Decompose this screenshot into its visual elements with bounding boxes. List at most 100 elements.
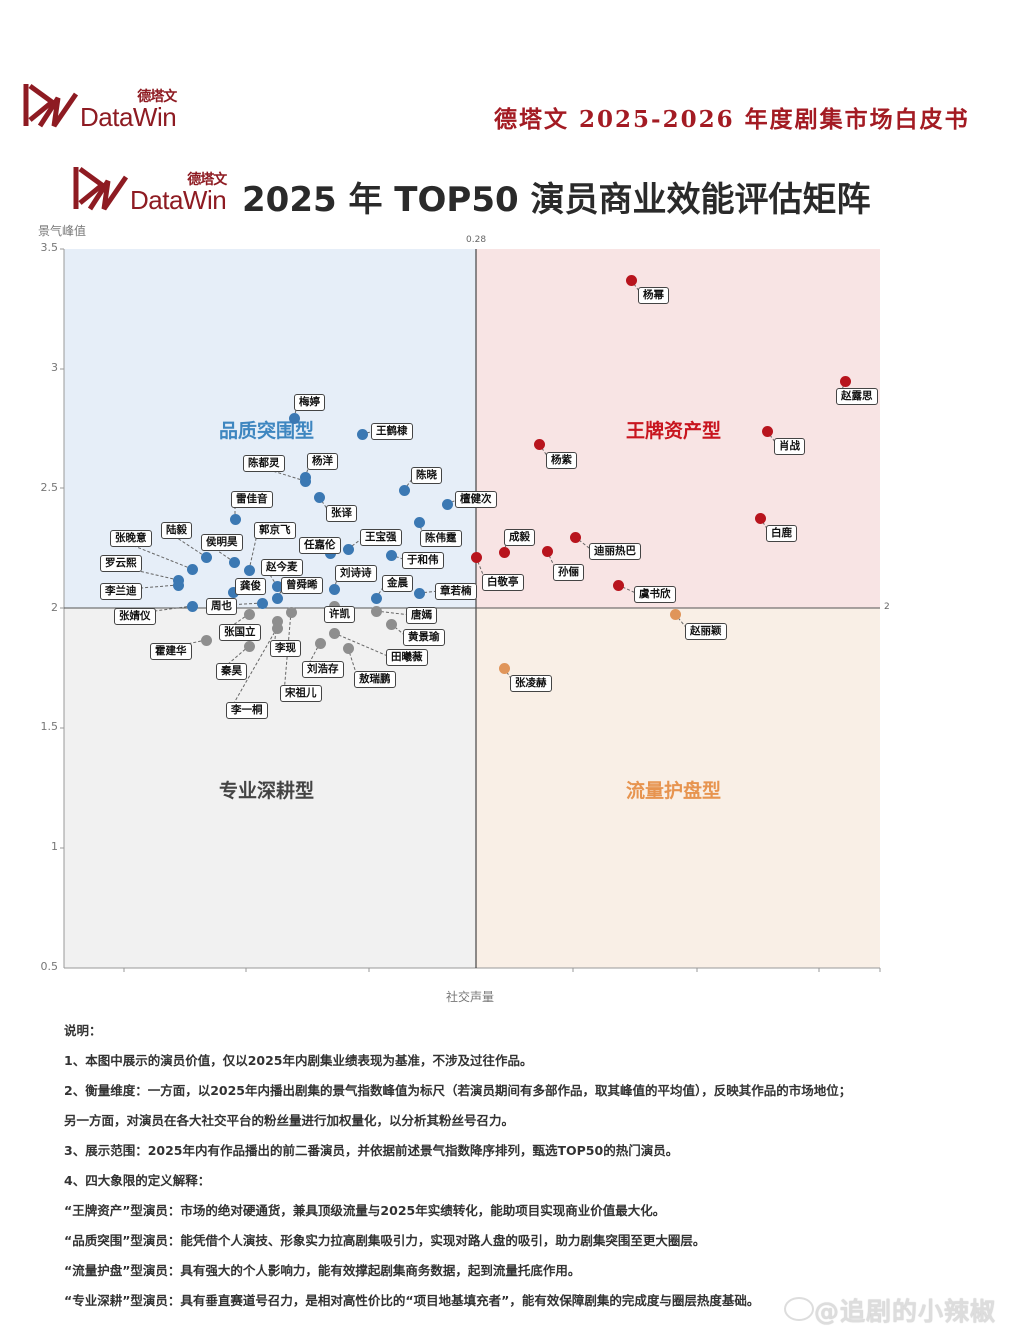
data-point[interactable] bbox=[243, 608, 255, 620]
data-point[interactable] bbox=[243, 640, 255, 652]
data-point[interactable] bbox=[839, 375, 851, 387]
data-point[interactable] bbox=[299, 471, 311, 483]
data-point[interactable] bbox=[356, 428, 368, 440]
data-point[interactable] bbox=[186, 563, 198, 575]
quadrant-title: 流量护盘型 bbox=[626, 780, 722, 802]
data-point[interactable] bbox=[256, 597, 268, 609]
data-point[interactable] bbox=[385, 618, 397, 630]
quadrant-title: 专业深耕型 bbox=[219, 780, 315, 802]
y-tick-label: 1 bbox=[51, 840, 58, 854]
data-point[interactable] bbox=[398, 484, 410, 496]
point-label: 于和伟 bbox=[402, 552, 444, 569]
point-label: 李一桐 bbox=[226, 702, 268, 719]
data-point[interactable] bbox=[541, 545, 553, 557]
point-label: 黄景瑜 bbox=[403, 629, 445, 646]
data-point[interactable] bbox=[271, 622, 283, 634]
point-label: 罗云熙 bbox=[100, 555, 142, 572]
data-point[interactable] bbox=[200, 634, 212, 646]
point-label: 宋祖儿 bbox=[280, 685, 322, 702]
y-tick-label: 1.5 bbox=[40, 720, 59, 734]
point-label: 陈都灵 bbox=[243, 455, 285, 472]
notes-line: 1、本图中展示的演员价值，仅以2025年内剧集业绩表现为基准，不涉及过往作品。 bbox=[64, 1053, 533, 1068]
scatter-plot: 0.5 1 1.5 2 2.5 3 3.5 品质突围型 王牌资产型 专业深耕型 流量护盘型 杨幂赵… bbox=[40, 241, 881, 973]
data-point[interactable] bbox=[370, 592, 382, 604]
point-label: 霍建华 bbox=[150, 643, 192, 660]
data-point[interactable] bbox=[324, 547, 336, 559]
data-point[interactable] bbox=[186, 600, 198, 612]
datawin-logo-icon bbox=[73, 166, 128, 211]
datawin-title-logo: 德塔文 DataWin bbox=[72, 163, 227, 213]
chart-axes bbox=[60, 248, 881, 972]
y-divider-label: 2 bbox=[884, 602, 890, 612]
data-point[interactable] bbox=[314, 637, 326, 649]
x-divider-label: 0.28 bbox=[466, 235, 487, 245]
data-point[interactable] bbox=[313, 491, 325, 503]
data-point[interactable] bbox=[498, 546, 510, 558]
chart-title: 2025 年 TOP50 演员商业效能评估矩阵 bbox=[242, 180, 871, 220]
point-label: 刘诗诗 bbox=[335, 565, 377, 582]
data-point[interactable] bbox=[498, 662, 510, 674]
notes-line: “王牌资产”型演员：市场的绝对硬通货，兼具顶级流量与2025年实绩转化，能助项目… bbox=[64, 1203, 666, 1218]
point-label: 王宝强 bbox=[360, 529, 402, 546]
point-label: 李现 bbox=[270, 640, 301, 657]
point-label: 杨幂 bbox=[638, 287, 669, 304]
data-point[interactable] bbox=[413, 516, 425, 528]
point-label: 郭京飞 bbox=[254, 522, 296, 539]
point-label: 敖瑞鹏 bbox=[354, 671, 396, 688]
notes-heading: 说明： bbox=[64, 1023, 102, 1038]
data-point[interactable] bbox=[299, 475, 311, 487]
data-point[interactable] bbox=[172, 574, 184, 586]
data-point[interactable] bbox=[271, 615, 283, 627]
weibo-icon bbox=[784, 1297, 814, 1321]
point-label: 侯明昊 bbox=[201, 534, 243, 551]
whitepaper-title: 德塔文 2025-2026 年度剧集市场白皮书 bbox=[494, 106, 970, 133]
data-point[interactable] bbox=[385, 549, 397, 561]
data-point[interactable] bbox=[370, 605, 382, 617]
data-point[interactable] bbox=[761, 425, 773, 437]
point-label: 迪丽热巴 bbox=[589, 543, 641, 560]
data-point[interactable] bbox=[470, 551, 482, 563]
data-point[interactable] bbox=[533, 438, 545, 450]
data-point[interactable] bbox=[288, 412, 300, 424]
data-point[interactable] bbox=[328, 627, 340, 639]
data-point[interactable] bbox=[172, 579, 184, 591]
point-label: 唐嫣 bbox=[406, 607, 437, 624]
point-label: 李兰迪 bbox=[100, 583, 142, 600]
data-point[interactable] bbox=[243, 564, 255, 576]
point-label: 杨紫 bbox=[546, 452, 577, 469]
data-point[interactable] bbox=[227, 586, 239, 598]
data-point[interactable] bbox=[342, 642, 354, 654]
point-label: 章若楠 bbox=[435, 583, 477, 600]
point-label: 张晚意 bbox=[110, 530, 152, 547]
data-point[interactable] bbox=[328, 583, 340, 595]
x-axis-label: 社交声量 bbox=[446, 990, 495, 1004]
data-point[interactable] bbox=[612, 579, 624, 591]
point-label: 王鹤棣 bbox=[371, 423, 413, 440]
point-label: 陆毅 bbox=[161, 522, 192, 539]
data-point[interactable] bbox=[413, 587, 425, 599]
data-point[interactable] bbox=[342, 543, 354, 555]
y-tick-label: 2 bbox=[51, 600, 58, 614]
data-point[interactable] bbox=[754, 512, 766, 524]
data-point[interactable] bbox=[569, 531, 581, 543]
data-point[interactable] bbox=[669, 608, 681, 620]
y-tick-label: 3.5 bbox=[40, 241, 59, 254]
data-point[interactable] bbox=[200, 551, 212, 563]
point-label: 雷佳音 bbox=[231, 491, 273, 508]
notes-line: 3、展示范围：2025年内有作品播出的前二番演员，并依据前述景气指数降序排列，甄… bbox=[64, 1143, 679, 1158]
data-point[interactable] bbox=[285, 606, 297, 618]
point-label: 陈晓 bbox=[411, 467, 442, 484]
point-label: 檀健次 bbox=[455, 491, 497, 508]
data-point[interactable] bbox=[328, 600, 340, 612]
point-label: 赵丽颖 bbox=[685, 623, 727, 640]
point-label: 张凌赫 bbox=[510, 675, 552, 692]
data-point[interactable] bbox=[271, 592, 283, 604]
data-point[interactable] bbox=[441, 498, 453, 510]
data-point[interactable] bbox=[229, 513, 241, 525]
point-label: 陈伟霆 bbox=[420, 530, 462, 547]
data-point[interactable] bbox=[228, 556, 240, 568]
data-point[interactable] bbox=[625, 274, 637, 286]
data-point[interactable] bbox=[271, 580, 283, 592]
point-label: 曾舜晞 bbox=[281, 577, 323, 594]
point-label: 赵露思 bbox=[836, 388, 878, 405]
